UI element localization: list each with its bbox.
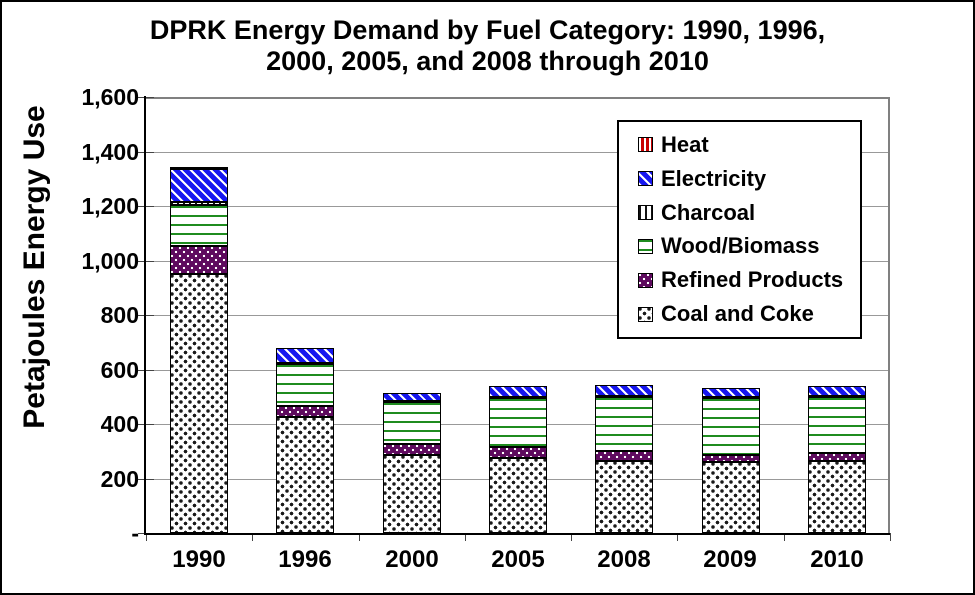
bar-segment-electricity-2005 (489, 386, 547, 397)
y-tick (138, 370, 154, 371)
x-axis-label-1996: 1996 (278, 546, 332, 573)
y-tick-label: 800 (100, 302, 139, 328)
x-tick (359, 533, 360, 541)
y-tick (138, 206, 154, 207)
plot-border (146, 97, 890, 533)
gridline (146, 152, 890, 153)
x-axis-label-2010: 2010 (810, 546, 864, 573)
legend-swatch-heat-icon (638, 137, 653, 153)
legend-item-heat: Heat (638, 131, 860, 157)
gridline (146, 261, 890, 262)
x-tick (252, 533, 253, 541)
x-axis-label-2008: 2008 (597, 546, 651, 573)
y-tick-label: 1,200 (81, 193, 139, 219)
legend: Heat Electricity Charcoal Wood/Biomass Refin… (617, 120, 862, 339)
x-tick (465, 533, 466, 541)
x-axis-line (144, 533, 890, 535)
bar-segment-electricity-2009 (702, 388, 760, 397)
bar-segment-refined-products-2010 (808, 453, 866, 461)
bar-segment-refined-products-2005 (489, 447, 547, 458)
legend-swatch-refined-products-icon (638, 272, 653, 288)
y-tick (138, 424, 154, 425)
y-tick (138, 97, 154, 98)
y-tick-label: 1,600 (81, 84, 139, 110)
x-tick (571, 533, 572, 541)
y-tick-label: 600 (100, 357, 139, 383)
bar-segment-wood-biomass-1990 (170, 205, 228, 246)
bar-segment-refined-products-2009 (702, 455, 760, 462)
legend-item-wood-biomass: Wood/Biomass (638, 235, 860, 257)
legend-label-wood-biomass: Wood/Biomass (661, 233, 820, 259)
bar-segment-coal-and-coke-1996 (276, 417, 334, 533)
bar-segment-wood-biomass-2009 (702, 398, 760, 455)
y-tick-label: 1,000 (81, 248, 139, 274)
legend-swatch-charcoal-icon (638, 205, 653, 221)
legend-swatch-wood-biomass-icon (638, 238, 653, 254)
legend-label-electricity: Electricity (661, 165, 767, 191)
y-tick-label: 400 (100, 411, 139, 437)
legend-swatch-electricity-icon (638, 171, 653, 187)
gridline (146, 370, 890, 371)
legend-label-heat: Heat (661, 131, 709, 157)
legend-label-refined-products: Refined Products (661, 267, 844, 293)
legend-item-electricity: Electricity (638, 165, 860, 191)
y-tick-label: 200 (100, 466, 139, 492)
x-tick (677, 533, 678, 541)
bar-segment-charcoal-1990 (170, 202, 228, 205)
y-tick-label: 1,400 (81, 139, 139, 165)
bar-segment-coal-and-coke-1990 (170, 274, 228, 533)
y-tick (138, 479, 154, 480)
x-axis-label-2000: 2000 (385, 546, 439, 573)
x-tick (146, 533, 147, 541)
y-tick-label: - (131, 520, 139, 546)
x-axis-label-2005: 2005 (491, 546, 545, 573)
legend-swatch-coal-and-coke-icon (638, 306, 653, 322)
bar-segment-wood-biomass-2010 (808, 397, 866, 453)
x-axis-label-1990: 1990 (172, 546, 226, 573)
x-axis-label-2009: 2009 (703, 546, 757, 573)
bar-segment-refined-products-2008 (595, 451, 653, 461)
bar-segment-coal-and-coke-2010 (808, 461, 866, 533)
legend-item-coal-and-coke: Coal and Coke (638, 303, 860, 325)
y-tick (138, 261, 154, 262)
y-axis-line (144, 96, 146, 534)
bar-segment-wood-biomass-1996 (276, 364, 334, 406)
y-tick (138, 152, 154, 153)
bar-segment-refined-products-1996 (276, 406, 334, 417)
chart-title-line-1: DPRK Energy Demand by Fuel Category: 199… (149, 15, 826, 45)
bar-segment-coal-and-coke-2008 (595, 461, 653, 533)
bar-segment-electricity-2000 (383, 393, 441, 401)
legend-item-charcoal: Charcoal (638, 199, 860, 225)
bar-segment-electricity-1996 (276, 348, 334, 363)
bar-segment-coal-and-coke-2005 (489, 458, 547, 533)
gridline (146, 315, 890, 316)
legend-label-coal-and-coke: Coal and Coke (661, 301, 814, 327)
bar-segment-wood-biomass-2008 (595, 397, 653, 451)
bar-segment-heat-1990 (170, 167, 228, 169)
bar-segment-refined-products-2000 (383, 444, 441, 455)
y-tick (138, 315, 154, 316)
chart-title-line-2: 2000, 2005, and 2008 through 2010 (266, 46, 709, 76)
legend-item-refined-products: Refined Products (638, 269, 860, 291)
bar-segment-electricity-2010 (808, 386, 866, 396)
bar-segment-refined-products-1990 (170, 246, 228, 274)
bar-segment-coal-and-coke-2009 (702, 462, 760, 533)
bar-segment-electricity-2008 (595, 385, 653, 396)
x-tick (890, 533, 891, 541)
bar-segment-wood-biomass-2000 (383, 402, 441, 444)
gridline (146, 206, 890, 207)
x-tick (784, 533, 785, 541)
bar-segment-electricity-1990 (170, 169, 228, 202)
bar-segment-wood-biomass-2005 (489, 398, 547, 447)
legend-label-charcoal: Charcoal (661, 199, 756, 225)
bar-segment-coal-and-coke-2000 (383, 455, 441, 533)
